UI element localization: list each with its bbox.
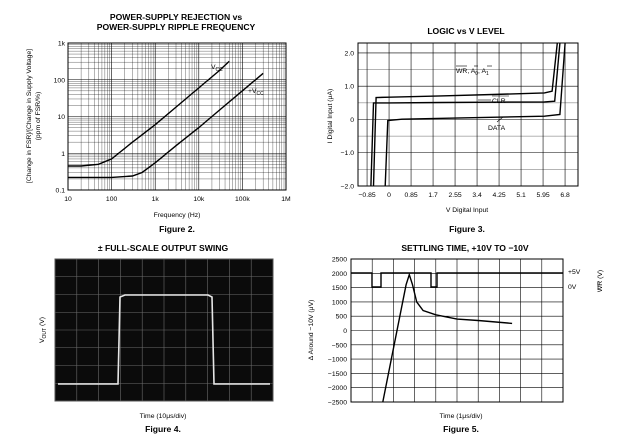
figure-3-x-tick-label: −0.85 [358, 192, 375, 199]
figure-3-y-tick-label: 1.0 [345, 84, 355, 91]
settling-trace [382, 272, 513, 403]
figure-3-xlabel: V Digital Input [446, 207, 488, 214]
figure-3-x-tick-label: 0.85 [404, 192, 417, 199]
figure-5-right-ylabel: WR (V) [597, 270, 604, 292]
figure-3-x-tick-label: 4.25 [492, 192, 505, 199]
figure-2-y-tick-label: 1 [61, 151, 65, 158]
svg-text:CLR: CLR [492, 98, 506, 105]
figure-5-y-tick-label: −2000 [328, 385, 347, 392]
figure-2-caption: Figure 2. [159, 224, 195, 234]
figure-2-y-tick-label: 1k [58, 41, 66, 48]
wr-a0-a1-curve [372, 42, 558, 187]
figure-4-caption: Figure 4. [145, 424, 181, 434]
figure-5-y-tick-label: 500 [336, 314, 348, 321]
figure-5-title: SETTLING TIME, +10V TO −10V [401, 243, 529, 253]
figure-2-y-tick-label: 0.1 [56, 188, 66, 195]
figure-4-scope-chart: ± FULL-SCALE OUTPUT SWING VOUT (V) Time … [39, 243, 274, 434]
figure-3-title: LOGIC vs V LEVEL [427, 26, 504, 36]
figure-2-subtitle: POWER-SUPPLY RIPPLE FREQUENCY [97, 22, 256, 32]
clr-curve [370, 42, 561, 187]
wr-label: WR, A0, A1 [456, 68, 489, 77]
pvcc-psr-curve [68, 72, 264, 179]
figure-3-x-tick-label: 0 [387, 192, 391, 199]
zero-v-label: 0V [568, 284, 577, 291]
figure-5-y-tick-label: 1500 [332, 285, 347, 292]
figure-2-y-tick-label: 100 [54, 77, 66, 84]
figure-4-title: ± FULL-SCALE OUTPUT SWING [98, 243, 229, 253]
figure-2-x-tick-label: 1M [281, 196, 291, 203]
figure-3-y-tick-label: −1.0 [341, 150, 355, 157]
figure-3-logic-chart: LOGIC vs V LEVEL −0.85 0 0.85 1.7 2.55 3.4 4.2… [327, 26, 579, 234]
figure-5-y-tick-label: 2500 [332, 257, 347, 264]
figure-5-y-tick-label: −1500 [328, 371, 347, 378]
figure-3-ylabel: I Digital Input (μA) [327, 89, 334, 144]
figure-3-y-tick-label: −2.0 [341, 184, 355, 191]
figure-2-title: POWER-SUPPLY REJECTION vs [110, 12, 243, 22]
figure-2-psr-chart: POWER-SUPPLY REJECTION vs POWER-SUPPLY R… [26, 12, 291, 234]
figure-5-y-tick-label: −1000 [328, 357, 347, 364]
figure-2-ylabel: [Change in FSR]/[Change in Supply Voltag… [26, 49, 33, 183]
figure-5-y-tick-label: 1000 [332, 299, 347, 306]
data-curve [384, 42, 566, 187]
vcc-series-label: VCC [211, 64, 223, 73]
figure-2-y-tick-label: 10 [57, 114, 65, 121]
wr-a0-a1-label: WR, A0, A1 [456, 65, 492, 77]
figure-5-xlabel: Time (1μs/div) [440, 413, 483, 420]
figure-3-x-tick-label: 2.55 [448, 192, 461, 199]
figure-2-x-tick-label: 100k [235, 196, 250, 203]
figure-2-x-tick-label: 1k [152, 196, 160, 203]
figure-3-x-tick-label: 6.8 [560, 192, 570, 199]
figure-5-y-tick-label: 2000 [332, 271, 347, 278]
figure-3-x-tick-label: 5.1 [516, 192, 526, 199]
output-swing-trace [58, 294, 270, 385]
figure-3-x-tick-label: 3.4 [472, 192, 482, 199]
pvcc-series-label: +VCC [248, 88, 264, 97]
figure-2-x-tick-label: 10 [64, 196, 72, 203]
clr-label: CLR [478, 95, 509, 105]
figure-5-plot-frame [350, 258, 564, 403]
figure-3-y-tick-label: 2.0 [345, 50, 355, 57]
figure-2-ylabel-unit: (ppm of FSR/%) [35, 92, 42, 141]
figure-3-caption: Figure 3. [449, 224, 485, 234]
figure-4-xlabel: Time (10μs/div) [140, 413, 187, 420]
figure-5-y-tick-label: −2500 [328, 400, 347, 407]
figure-5-y-tick-label: 0 [343, 328, 347, 335]
figure-5-settling-chart: SETTLING TIME, +10V TO −10V 2500 2000 1500… [308, 243, 604, 434]
figure-2-xlabel: Frequency (Hz) [154, 212, 201, 219]
vcc-psr-curve [68, 60, 230, 167]
scope-frame [54, 258, 274, 402]
plus-5v-label: +5V [568, 269, 581, 276]
figure-4-ylabel: VOUT (V) [39, 317, 48, 343]
figure-3-plot-frame [357, 42, 579, 187]
figure-3-x-tick-label: 1.7 [428, 192, 438, 199]
wr-pulse-trace [351, 272, 563, 288]
figure-3-x-tick-label: 5.95 [536, 192, 549, 199]
figure-2-x-tick-label: 100 [106, 196, 118, 203]
figure-5-ylabel: Δ Around −10V (μV) [308, 300, 315, 361]
figure-5-caption: Figure 5. [443, 424, 479, 434]
figure-2-plot-frame [67, 42, 287, 191]
figure-2-x-tick-label: 10k [193, 196, 205, 203]
figure-3-y-tick-label: 0 [350, 117, 354, 124]
figure-5-y-tick-label: −500 [332, 342, 348, 349]
data-label: DATA [488, 125, 506, 132]
